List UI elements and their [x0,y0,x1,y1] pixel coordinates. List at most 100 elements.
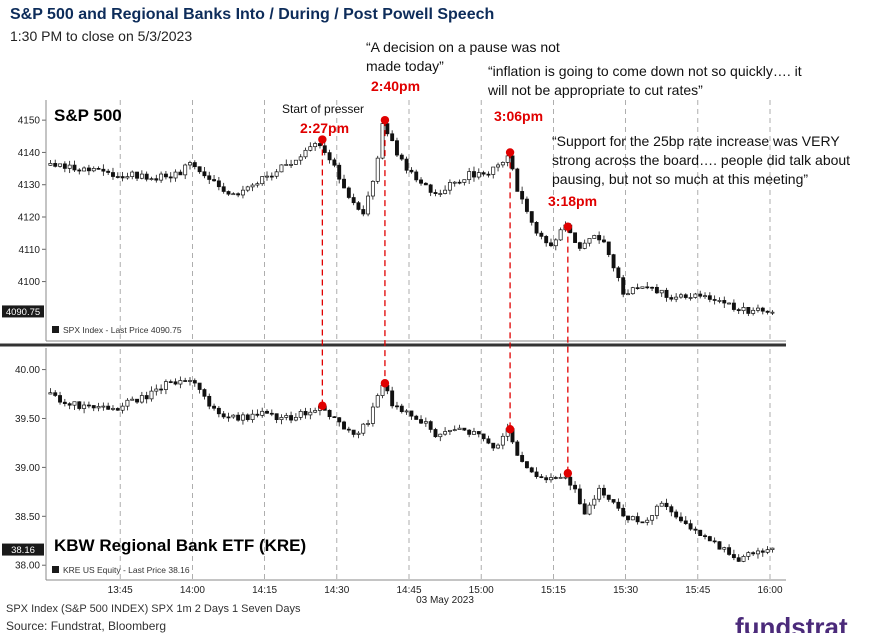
x-tick-label: 15:15 [541,585,566,596]
candle-body [587,504,592,515]
candle-body [231,193,236,196]
candle-body [524,198,529,212]
candle-body [467,429,472,435]
candle-body [327,409,332,418]
candle-body [433,192,438,194]
candle-body [188,380,192,382]
candle-body [558,476,563,479]
candle-body [318,143,322,147]
candle-body [717,300,722,302]
candle-body [731,302,736,310]
chart-subtitle: 1:30 PM to close on 5/3/2023 [10,28,193,44]
candle-body [486,173,491,176]
candle-body [236,193,241,196]
candle-body [616,501,621,509]
candle-body [539,232,544,237]
candle-body [385,123,390,135]
candle-body [428,184,433,193]
last-price-label: 38.16 [11,545,35,556]
candle-body [712,299,717,301]
candle-body [86,167,91,172]
candle-body [756,550,760,555]
candle-body [159,388,164,391]
candle-body [640,521,645,524]
candle-body [751,309,756,314]
time-label-306: 3:06pm [494,108,544,124]
candle-body [573,232,578,243]
candle-body [168,381,173,383]
candle-body [308,411,313,416]
candle-body [356,432,361,435]
candle-body [202,171,207,177]
fundstrat-logo: fundstrat [735,612,848,633]
candle-body [529,467,534,473]
candle-body [645,519,650,523]
candle-body [505,155,510,163]
candle-body [322,145,327,153]
x-tick-label: 15:45 [685,585,710,596]
candle-body [414,171,419,181]
candle-body [192,380,197,384]
quote-pause-line1: “A decision on a pause was not [366,39,560,55]
chart-title: S&P 500 and Regional Banks Into / During… [10,6,495,23]
y-tick-label: 4150 [18,116,41,127]
candle-body [202,389,207,397]
candle-body [674,511,679,518]
candle-body [683,294,688,298]
candle-body [592,498,597,506]
candle-body [154,388,159,392]
candle-body [380,123,385,159]
quote-inflation-line1: “inflation is going to come down not so … [488,63,802,79]
candle-body [96,168,101,170]
candle-body [390,390,395,407]
candle-body [395,405,399,408]
last-price-badge [2,543,44,556]
candle-body [82,404,87,409]
candle-body [269,175,274,178]
candle-body [664,502,669,508]
candle-body [115,176,120,178]
candle-body [399,405,404,412]
time-label-227: 2:27pm [300,120,350,136]
candle-body [428,421,433,430]
candle-body [457,427,462,430]
candle-body [96,406,101,409]
candle-body [62,401,67,405]
candle-body [558,229,563,241]
candle-body [472,171,476,178]
y-tick-label: 39.00 [15,463,40,474]
candle-body [226,191,231,195]
candle-body [212,179,217,182]
candle-body [375,157,380,182]
candle-body [149,178,154,181]
candle-body [399,154,404,160]
legend-swatch [52,566,59,573]
candle-body [260,410,265,416]
candle-body [284,164,289,166]
candle-body [390,133,395,142]
candle-body [221,413,226,418]
candle-body [553,239,558,247]
candle-body [683,520,688,524]
candle-body [462,179,467,183]
candle-body [120,176,125,179]
candle-body [544,236,549,244]
x-tick-label: 14:00 [180,585,205,596]
candle-body [409,169,414,173]
candle-body [144,395,149,400]
candle-body [577,488,582,505]
candle-body [279,164,284,173]
candle-body [601,487,606,496]
x-tick-label: 16:00 [757,585,782,596]
time-label-318: 3:18pm [548,193,598,209]
candle-body [592,235,597,239]
candle-body [703,295,707,298]
candle-body [611,254,616,269]
candle-body [188,162,192,166]
candle-body [192,162,197,168]
candle-body [375,395,380,408]
candle-body [332,159,337,166]
candle-body [370,406,375,424]
candle-body [159,173,164,181]
candle-body [183,164,188,176]
